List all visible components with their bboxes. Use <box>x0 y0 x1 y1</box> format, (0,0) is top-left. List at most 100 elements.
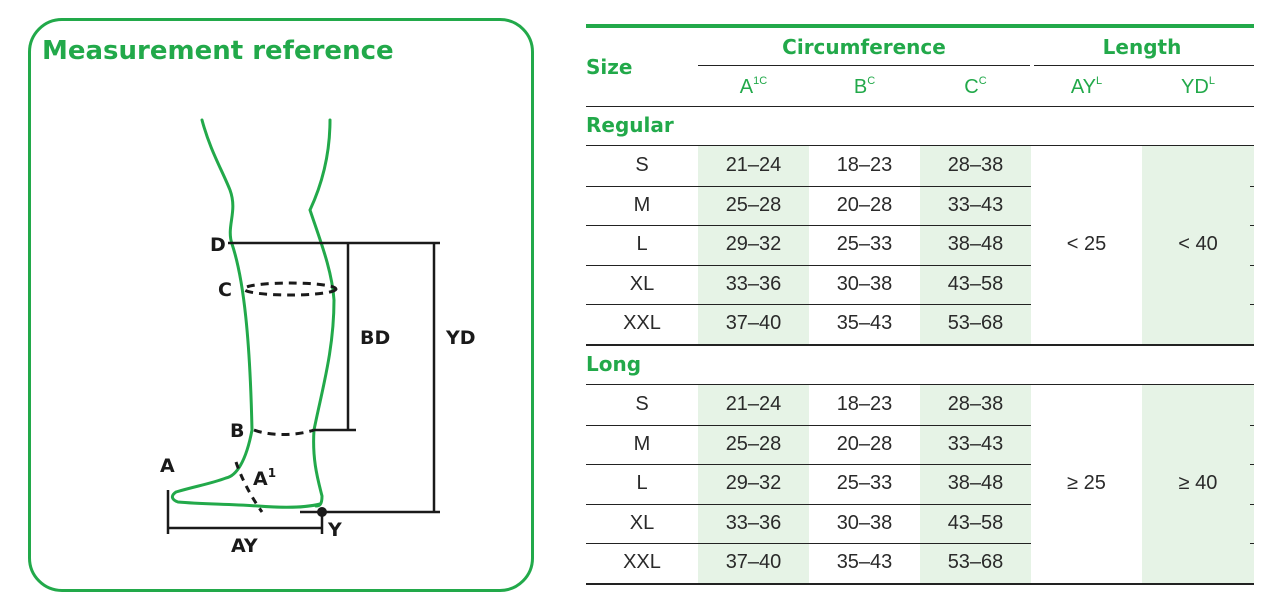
table-cell-c: 33–43 <box>947 432 1004 455</box>
label-c: C <box>218 279 232 301</box>
table-cell-c: 28–38 <box>947 154 1004 177</box>
table-cell-a: 25–28 <box>725 432 782 455</box>
row-separator <box>586 503 1031 505</box>
row-separator <box>586 185 1031 187</box>
col-header-a1c: A 1C <box>739 75 768 98</box>
table-cell-size: XL <box>629 272 655 295</box>
table-cell-b: 25–33 <box>836 472 893 495</box>
table-cell-size: S <box>635 154 649 177</box>
table-cell-a: 33–36 <box>725 511 782 534</box>
table-cell-size: M <box>633 193 651 216</box>
label-a1-sup: 1 <box>268 466 276 480</box>
row-separator <box>586 304 1031 305</box>
table-cell-c: 38–48 <box>947 472 1004 495</box>
a1-circumference-line <box>234 461 264 513</box>
group-title-line <box>586 145 1254 146</box>
b-circumference-line <box>253 428 315 436</box>
row-separator-tick <box>1250 503 1254 505</box>
table-cell-a: 33–36 <box>725 272 782 295</box>
row-separator <box>586 225 1031 226</box>
table-cell-b: 30–38 <box>836 272 893 295</box>
merged-cell-yd: ≥ 40 <box>1178 472 1218 495</box>
table-cell-a: 21–24 <box>725 154 782 177</box>
col-header-ayl: AY L <box>1070 75 1103 98</box>
table-cell-size: XXL <box>623 312 661 335</box>
group-bottom-rule <box>586 343 1254 346</box>
size-header: Size <box>586 55 633 79</box>
table-cell-c: 43–58 <box>947 511 1004 534</box>
table-cell-c: 43–58 <box>947 272 1004 295</box>
table-cell-a: 25–28 <box>725 193 782 216</box>
label-bd: BD <box>360 327 390 349</box>
table-cell-b: 30–38 <box>836 511 893 534</box>
merged-cell-ay: ≥ 25 <box>1067 472 1106 495</box>
table-cell-a: 37–40 <box>725 312 782 335</box>
table-cell-size: XXL <box>623 551 661 574</box>
table-cell-a: 29–32 <box>725 472 782 495</box>
leg-outline-back <box>170 118 322 509</box>
panel-title: Measurement reference <box>42 36 394 66</box>
merged-cell-ay: < 25 <box>1066 233 1107 256</box>
header-bottom-line <box>586 106 1254 107</box>
group-title-line <box>586 384 1254 385</box>
table-cell-c: 33–43 <box>947 193 1004 216</box>
table-cell-size: L <box>636 472 648 495</box>
table-cell-b: 25–33 <box>836 233 893 256</box>
row-separator <box>586 424 1031 426</box>
table-top-bar <box>586 24 1254 28</box>
label-a1: A1 <box>253 466 276 490</box>
table-cell-b: 18–23 <box>836 393 893 416</box>
measurement-reference-panel <box>28 18 534 592</box>
table-cell-a: 21–24 <box>725 393 782 416</box>
group-bottom-rule <box>586 582 1254 585</box>
table-cell-size: L <box>636 233 648 256</box>
shade-col-c <box>920 385 1031 583</box>
table-cell-b: 18–23 <box>836 154 893 177</box>
table-cell-b: 35–43 <box>836 551 893 574</box>
group-label-long: Long <box>586 352 642 376</box>
label-b: B <box>230 420 244 442</box>
circumference-header: Circumference <box>782 35 946 59</box>
table-cell-c: 53–68 <box>947 312 1004 335</box>
row-separator-tick <box>1250 464 1254 465</box>
table-cell-b: 20–28 <box>836 193 893 216</box>
table-cell-a: 29–32 <box>725 233 782 256</box>
row-separator <box>586 264 1031 266</box>
table-cell-c: 53–68 <box>947 551 1004 574</box>
label-ay: AY <box>231 535 258 557</box>
shade-col-c <box>920 146 1031 344</box>
table-cell-size: S <box>635 393 649 416</box>
leg-diagram: D C B A A1 Y AY BD YD <box>160 118 476 557</box>
table-cell-size: XL <box>629 511 655 534</box>
c-circumference-line <box>242 281 338 297</box>
row-separator-tick <box>1250 225 1254 226</box>
row-separator-tick <box>1250 185 1254 187</box>
merged-cell-yd: < 40 <box>1178 233 1218 256</box>
row-separator-tick <box>1250 304 1254 305</box>
row-separator-tick <box>1250 264 1254 266</box>
row-separator <box>586 543 1031 544</box>
row-separator <box>586 464 1031 465</box>
shade-col-a <box>698 385 809 583</box>
header-divider-circ <box>698 65 1030 66</box>
table-cell-a: 37–40 <box>725 551 782 574</box>
header-divider-length <box>1034 65 1254 66</box>
table-cell-c: 28–38 <box>947 393 1004 416</box>
label-d: D <box>210 234 226 256</box>
table-cell-c: 38–48 <box>947 233 1004 256</box>
label-yd: YD <box>445 327 476 349</box>
length-header: Length <box>1102 35 1182 59</box>
label-a: A <box>160 455 175 477</box>
table-cell-b: 20–28 <box>836 432 893 455</box>
shade-col-a <box>698 146 809 344</box>
leg-outline-front <box>308 118 336 508</box>
row-separator-tick <box>1250 543 1254 544</box>
table-cell-size: M <box>633 432 651 455</box>
label-y: Y <box>327 519 342 541</box>
col-header-ydl: YD L <box>1181 75 1215 98</box>
shade-col-yd <box>1142 385 1254 583</box>
shade-col-yd <box>1142 146 1254 344</box>
